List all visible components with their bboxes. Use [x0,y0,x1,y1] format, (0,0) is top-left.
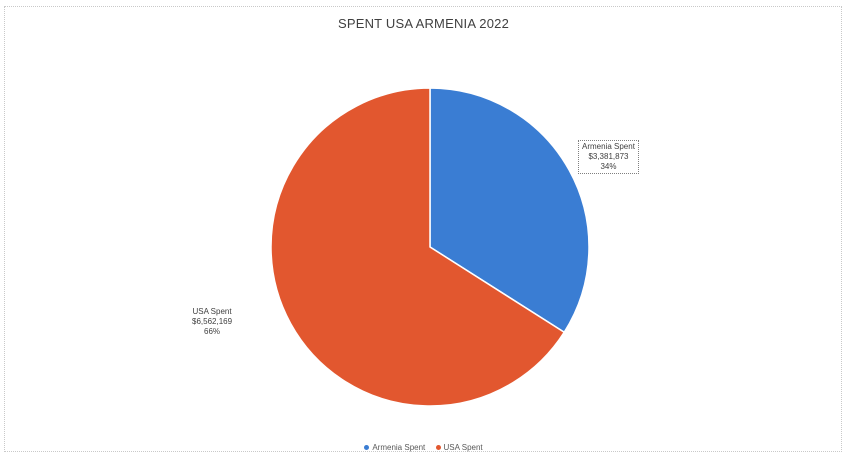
data-label-armenia: Armenia Spent $3,381,873 34% [578,140,639,174]
chart-legend: Armenia Spent USA Spent [0,443,847,452]
data-label-usa-category: USA Spent [192,307,232,316]
legend-item-armenia: Armenia Spent [364,443,425,452]
legend-item-usa: USA Spent [435,443,483,452]
legend-swatch-usa [435,445,441,451]
data-label-usa: USA Spent $6,562,169 66% [192,307,232,337]
data-label-armenia-category: Armenia Spent [582,142,635,151]
data-label-armenia-percent: 34% [600,162,617,171]
pie-slice-usa-spent [270,87,566,407]
data-label-usa-percent: 66% [204,327,221,336]
legend-label-usa: USA Spent [443,443,483,452]
chart-title: SPENT USA ARMENIA 2022 [337,16,510,31]
data-label-usa-value: $6,562,169 [192,317,233,326]
legend-label-armenia: Armenia Spent [372,443,426,452]
data-label-armenia-value: $3,381,873 [588,152,629,161]
legend-swatch-armenia [364,445,370,451]
pie-slice-armenia-spent [429,87,590,334]
